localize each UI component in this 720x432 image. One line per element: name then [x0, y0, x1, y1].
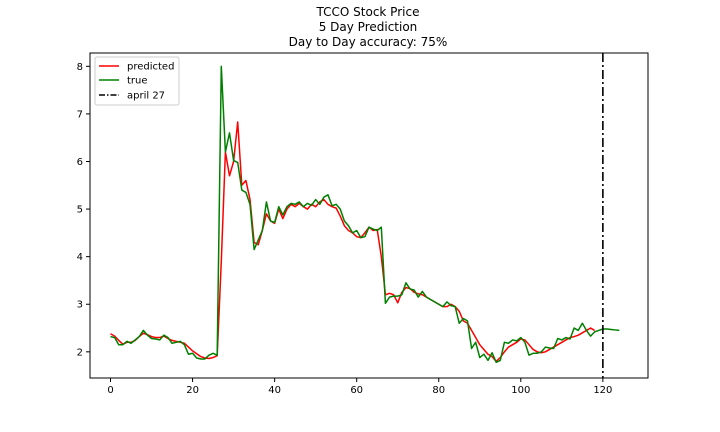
x-tick-label: 100	[511, 385, 530, 396]
x-tick-label: 80	[432, 385, 445, 396]
title-line-3: Day to Day accuracy: 75%	[289, 35, 448, 49]
legend-predicted-label: predicted	[127, 62, 174, 73]
y-tick-label: 7	[77, 109, 83, 120]
y-tick-label: 8	[77, 62, 83, 73]
plot-area	[110, 53, 620, 378]
series-line-true	[110, 65, 620, 364]
chart-title: TCCO Stock Price 5 Day Prediction Day to…	[289, 5, 448, 49]
x-tick-label: 120	[593, 385, 612, 396]
axes-frame	[89, 52, 649, 379]
title-line-1: TCCO Stock Price	[316, 5, 420, 19]
x-tick-label: 0	[107, 385, 113, 396]
title-line-2: 5 Day Prediction	[319, 20, 418, 34]
legend: predicted true april 27	[94, 56, 180, 106]
x-tick-label: 40	[268, 385, 281, 396]
y-tick-label: 4	[77, 252, 83, 263]
series-line-predicted	[110, 121, 596, 363]
y-tick-label: 5	[77, 205, 83, 216]
legend-true-label: true	[127, 76, 148, 87]
axes: 0 20 40 60 80 100 120 2 3 4 5 6 7 8	[77, 52, 649, 396]
x-tick-label: 20	[186, 385, 199, 396]
y-tick-label: 2	[77, 347, 83, 358]
x-tick-label: 60	[350, 385, 363, 396]
legend-april-27-label: april 27	[127, 91, 165, 102]
y-tick-label: 3	[77, 300, 83, 311]
legend-box	[94, 56, 180, 106]
y-tick-label: 6	[77, 157, 83, 168]
